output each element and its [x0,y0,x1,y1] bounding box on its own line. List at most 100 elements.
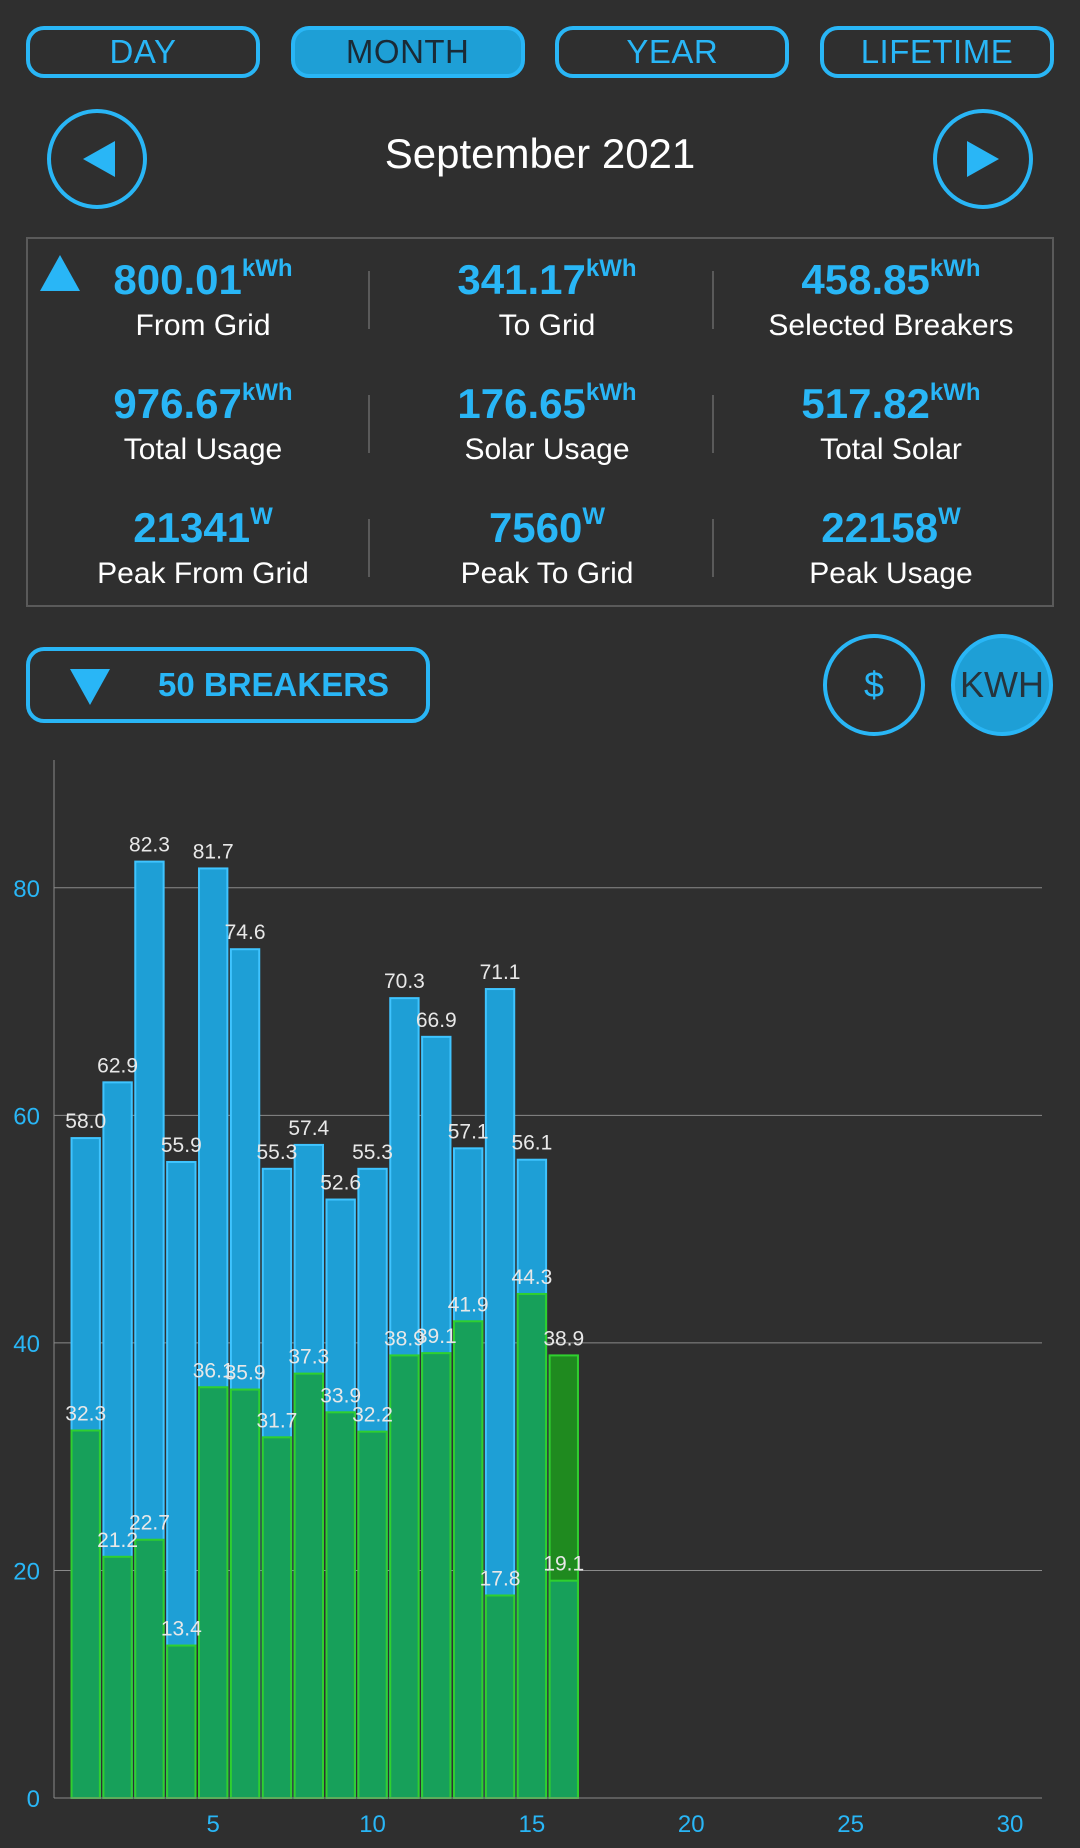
solar-value-label: 13.4 [161,1618,202,1641]
solar-bar[interactable] [548,1579,579,1799]
solar-value-label: 19.1 [543,1553,584,1576]
stat-peak-to-grid: 7560W Peak To Grid [377,503,717,594]
solar-bar[interactable] [134,1538,165,1799]
tab-lifetime[interactable]: LIFETIME [819,26,1054,78]
collapse-triangle-icon[interactable] [38,251,82,295]
x-tick-label: 10 [359,1811,386,1838]
solar-bar[interactable] [261,1436,293,1800]
dollar-toggle-button[interactable]: $ [823,634,925,736]
solar-value-label: 37.3 [288,1346,329,1369]
usage-value-label: 62.9 [97,1054,138,1077]
tab-day[interactable]: DAY [26,26,260,78]
period-title: September 2021 [384,130,696,177]
tab-year[interactable]: YEAR [555,26,790,78]
stat-unit: kWh [585,379,637,406]
stat-value: 21341 [133,504,251,551]
kwh-toggle-button[interactable]: KWH [951,634,1053,736]
stat-unit: kWh [929,379,981,406]
stat-label: Peak To Grid [460,557,634,590]
solar-bar[interactable] [516,1292,548,1799]
usage-value-label: 74.6 [225,921,266,944]
solar-bar[interactable] [357,1430,388,1799]
stat-unit: W [938,503,961,530]
y-tick-label: 40 [13,1331,40,1358]
solar-bar[interactable] [421,1352,452,1800]
y-tick-label: 80 [13,876,40,903]
previous-period-button[interactable] [47,109,147,209]
stat-label: Peak Usage [809,557,973,590]
solar-bar[interactable] [452,1320,484,1799]
stat-total-solar: 517.82kWh Total Solar [721,379,1061,470]
usage-value-label: 81.7 [193,840,234,863]
daily-energy-chart: 58.0 32.3 62.9 21.2 82.3 22.7 55.9 13.4 81.7 36.1… [13,760,1042,1838]
triangle-left-icon [83,141,115,177]
stat-label: From Grid [135,309,271,342]
stat-to-grid: 341.17kWh To Grid [377,255,717,346]
solar-bar[interactable] [198,1386,229,1799]
solar-bar[interactable] [293,1372,324,1799]
solar-value-label: 35.9 [225,1362,266,1385]
solar-value-label: 21.2 [97,1529,138,1552]
usage-value-label: 66.9 [416,1009,457,1032]
stat-label: Total Usage [123,433,283,466]
usage-value-label: 55.9 [161,1134,202,1157]
stat-value: 458.85 [801,256,930,303]
next-period-button[interactable] [933,109,1033,209]
solar-value-label: 32.2 [352,1404,393,1427]
solar-value-label: 31.7 [256,1409,297,1432]
x-tick-label: 5 [207,1811,220,1838]
x-tick-label: 30 [997,1811,1024,1838]
solar-value-label: 44.3 [511,1266,552,1289]
stats-panel: 800.01kWh From Grid 341.17kWh To Grid 45… [26,237,1054,607]
tab-month[interactable]: MONTH [290,26,525,78]
stat-total-usage: 976.67kWh Total Usage [33,379,373,470]
stat-unit: kWh [241,255,293,282]
stat-value: 517.82 [801,380,930,427]
solar-bar[interactable] [166,1644,197,1799]
stat-peak-from-grid: 21341W Peak From Grid [33,503,373,594]
stat-unit: kWh [241,379,293,406]
usage-value-label: 55.3 [352,1141,393,1164]
breakers-dropdown[interactable]: 50 BREAKERS [26,647,430,723]
solar-value-label: 36.1 [193,1359,234,1382]
usage-value-label: 58.0 [65,1110,106,1133]
solar-bar[interactable] [102,1555,133,1800]
y-tick-label: 20 [13,1558,40,1585]
solar-value-label: 41.9 [448,1293,489,1316]
stat-unit: kWh [929,255,981,282]
x-tick-label: 20 [678,1811,705,1838]
usage-value-label: 55.3 [256,1141,297,1164]
solar-value-label: 33.9 [320,1384,361,1407]
stat-label: Peak From Grid [97,557,309,590]
usage-value-label: 56.1 [511,1132,552,1155]
solar-bar[interactable] [325,1411,356,1799]
divider [368,519,370,577]
solar-bar[interactable] [229,1388,261,1799]
solar-bar[interactable] [484,1594,516,1800]
y-tick-label: 0 [27,1786,40,1813]
stat-value: 341.17 [457,256,586,303]
usage-value-label: 52.6 [320,1172,361,1195]
stat-value: 800.01 [113,256,242,303]
stat-from-grid: 800.01kWh From Grid [33,255,373,346]
solar-value-label: 22.7 [129,1512,170,1535]
stat-value: 176.65 [457,380,586,427]
stat-unit: W [582,503,606,530]
usage-value-label: 71.1 [480,961,521,984]
divider [712,395,714,453]
solar-bar[interactable] [389,1354,420,1799]
solar-value-label: 39.1 [416,1325,457,1348]
divider [712,271,714,329]
solar-value-label: 17.8 [480,1567,521,1590]
stat-label: Total Solar [820,433,962,466]
stat-unit: kWh [585,255,637,282]
divider [368,271,370,329]
stat-value: 7560 [488,504,583,551]
solar-bar[interactable] [70,1429,101,1800]
stat-unit: W [250,503,273,530]
divider [368,395,370,453]
kwh-label: KWH [960,664,1044,705]
usage-value-label: 57.1 [448,1120,489,1143]
period-tabs: DAY MONTH YEAR LIFETIME [26,26,1054,82]
solar-value-label: 32.3 [65,1402,106,1425]
